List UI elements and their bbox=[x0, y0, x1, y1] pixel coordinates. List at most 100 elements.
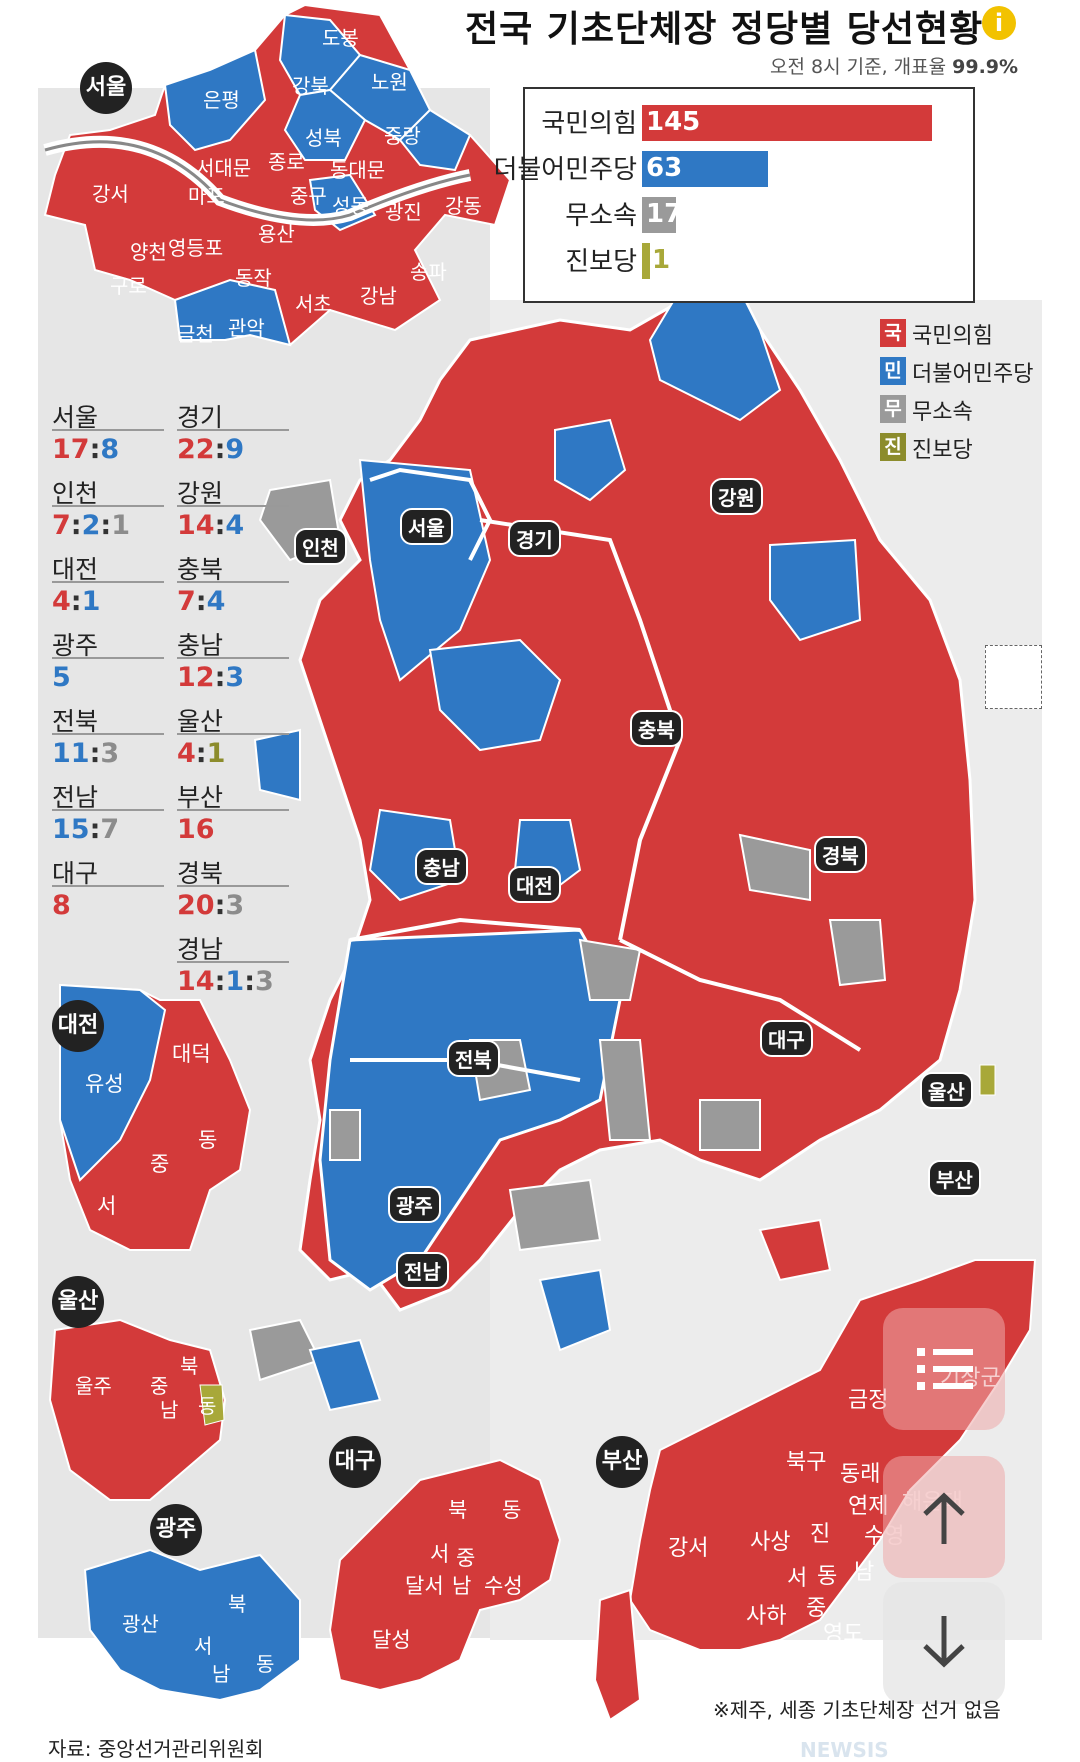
region-name: 광주 bbox=[52, 626, 164, 660]
district-label: 구로 bbox=[110, 274, 147, 298]
region-stat: 충남 12:3 bbox=[177, 626, 289, 697]
region-stat: 대전 4:1 bbox=[52, 550, 164, 621]
region-count: 1 bbox=[111, 510, 131, 541]
region-counts: 4:1 bbox=[52, 586, 101, 617]
region-stat: 서울 17:8 bbox=[52, 398, 164, 469]
region-count: 8 bbox=[100, 434, 120, 465]
region-name: 서울 bbox=[52, 398, 164, 432]
region-name: 부산 bbox=[177, 778, 289, 812]
district-label: 강서 bbox=[92, 182, 129, 206]
region-count: 7 bbox=[177, 586, 196, 617]
region-name: 경북 bbox=[177, 854, 289, 888]
map-label-ulsan: 울산 bbox=[920, 1072, 973, 1109]
district-label: 북 bbox=[180, 1354, 199, 1378]
legend-label: 진보당 bbox=[912, 438, 973, 463]
summary-value: 17 bbox=[646, 199, 683, 229]
district-label: 영도 bbox=[823, 1622, 864, 1647]
region-name: 대구 bbox=[52, 854, 164, 888]
district-label: 강동 bbox=[445, 194, 482, 218]
region-counts: 22:9 bbox=[177, 434, 245, 465]
region-count: 1 bbox=[206, 738, 226, 769]
district-label: 중 bbox=[150, 1152, 170, 1176]
district-label: 동대문 bbox=[330, 158, 386, 182]
subtitle-time: 오전 8시 기준, 개표율 bbox=[770, 56, 947, 78]
region-count: 14 bbox=[177, 510, 215, 541]
district-label: 사상 bbox=[750, 1530, 791, 1555]
legend-swatch: 국 bbox=[880, 319, 906, 347]
region-counts: 11:3 bbox=[52, 738, 120, 769]
region-stat: 광주 5 bbox=[52, 626, 164, 697]
district-label: 사하 bbox=[746, 1604, 787, 1629]
map-label-jeonbuk: 전북 bbox=[447, 1040, 500, 1077]
district-label: 관악 bbox=[228, 316, 265, 340]
legend-label: 무소속 bbox=[912, 400, 973, 425]
region-counts: 4:1 bbox=[177, 738, 226, 769]
legend-swatch: 민 bbox=[880, 357, 906, 385]
region-stat: 부산 16 bbox=[177, 778, 289, 849]
region-counts: 7:2:1 bbox=[52, 510, 131, 541]
map-label-incheon: 인천 bbox=[294, 528, 347, 565]
district-label: 동작 bbox=[235, 266, 272, 290]
region-name: 대전 bbox=[52, 550, 164, 584]
district-label: 은평 bbox=[203, 88, 240, 112]
region-name: 전북 bbox=[52, 702, 164, 736]
region-name: 경남 bbox=[177, 930, 289, 964]
summary-row: 무소속 17 bbox=[525, 193, 973, 233]
region-stat: 인천 7:2:1 bbox=[52, 474, 164, 545]
region-count: 8 bbox=[52, 890, 71, 921]
region-count: 11 bbox=[52, 738, 90, 769]
region-counts: 5 bbox=[52, 659, 164, 697]
region-stat: 경기 22:9 bbox=[177, 398, 289, 469]
region-stat: 전북 11:3 bbox=[52, 702, 164, 773]
menu-list-button[interactable] bbox=[883, 1308, 1005, 1430]
region-count: 16 bbox=[177, 814, 215, 845]
region-count: 22 bbox=[177, 434, 215, 465]
district-label: 북구 bbox=[786, 1450, 827, 1475]
legend-label: 더불어민주당 bbox=[912, 362, 1034, 387]
district-label: 강북 bbox=[292, 74, 329, 98]
district-label: 남 bbox=[212, 1662, 231, 1686]
summary-value: 1 bbox=[652, 245, 671, 275]
region-count: 4 bbox=[225, 510, 245, 541]
district-label: 노원 bbox=[371, 70, 408, 94]
summary-label: 진보당 bbox=[565, 247, 637, 277]
legend-swatch: 무 bbox=[880, 395, 906, 423]
district-label: 서대문 bbox=[196, 156, 252, 180]
region-counts: 14:4 bbox=[177, 510, 245, 541]
district-label: 동 bbox=[256, 1652, 275, 1676]
district-label: 중 bbox=[456, 1546, 476, 1570]
district-label: 중랑 bbox=[384, 124, 421, 148]
district-label: 성북 bbox=[305, 126, 342, 150]
district-label: 서 bbox=[97, 1194, 117, 1218]
map-label-gyeonggi: 경기 bbox=[508, 520, 561, 557]
region-counts: 14:1:3 bbox=[177, 966, 274, 997]
district-label: 강서 bbox=[668, 1536, 709, 1561]
region-count: 1 bbox=[81, 586, 101, 617]
district-label: 연제 bbox=[848, 1494, 889, 1519]
summary-bar: 145 bbox=[642, 105, 932, 141]
district-label: 대덕 bbox=[172, 1042, 211, 1066]
info-icon[interactable]: i bbox=[982, 6, 1016, 40]
district-label: 서 bbox=[194, 1634, 213, 1658]
region-counts: 15:7 bbox=[52, 814, 120, 845]
district-label: 용산 bbox=[258, 222, 295, 246]
district-label: 영등포 bbox=[168, 236, 224, 260]
scroll-down-button[interactable] bbox=[883, 1582, 1005, 1704]
district-label: 도봉 bbox=[322, 26, 359, 50]
inset-label-daegu: 대구 bbox=[329, 1436, 381, 1488]
district-label: 중구 bbox=[290, 184, 327, 208]
subtitle-rate: 99.9% bbox=[952, 56, 1019, 78]
watermark: NEWSIS bbox=[800, 1738, 889, 1762]
map-label-daegu: 대구 bbox=[760, 1020, 813, 1057]
region-stat: 경북 20:3 bbox=[177, 854, 289, 925]
summary-label: 국민의힘 bbox=[541, 109, 637, 139]
district-label: 동 bbox=[502, 1498, 522, 1522]
district-label: 동 bbox=[817, 1564, 838, 1589]
party-summary-chart: 국민의힘 145 더불어민주당 63 무소속 17 진보당 1 bbox=[493, 87, 975, 303]
district-label: 동 bbox=[198, 1394, 217, 1418]
district-label: 금정 bbox=[848, 1388, 889, 1413]
summary-bar: 63 bbox=[642, 151, 768, 187]
scroll-up-button[interactable] bbox=[883, 1456, 1005, 1578]
district-label: 수성 bbox=[484, 1574, 523, 1598]
region-stat: 충북 7:4 bbox=[177, 550, 289, 621]
